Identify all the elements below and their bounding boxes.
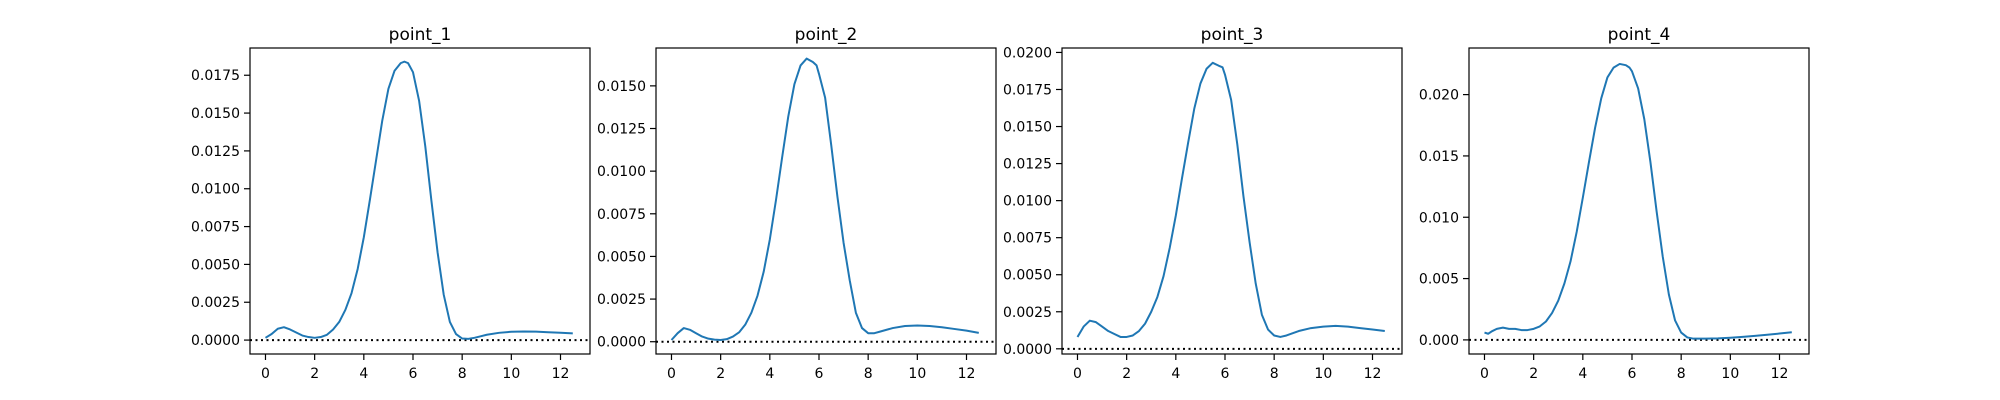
x-tick-label: 12 — [552, 366, 570, 382]
subplot-title: point_1 — [389, 25, 452, 45]
x-tick-label: 0 — [667, 366, 676, 382]
x-tick-label: 2 — [1529, 366, 1538, 382]
series-line — [1076, 61, 1385, 338]
x-tick-label: 12 — [958, 366, 976, 382]
x-tick-label: 10 — [1314, 366, 1332, 382]
y-tick-label: 0.0100 — [191, 182, 240, 198]
x-tick-label: 6 — [1221, 366, 1230, 382]
x-tick-label: 0 — [1480, 366, 1489, 382]
x-tick-label: 8 — [1270, 366, 1279, 382]
x-tick-label: 8 — [458, 366, 467, 382]
series-line — [670, 57, 979, 342]
y-tick-label: 0.0000 — [1003, 342, 1052, 358]
y-tick-label: 0.0075 — [1003, 231, 1052, 247]
x-tick-label: 12 — [1364, 366, 1382, 382]
plot-area: 0 2 4 6 8 10 12 0.0000 0.0025 0.0050 0.0075 0.0100 0… — [1003, 45, 1403, 382]
subplot-title: point_3 — [1201, 25, 1264, 45]
x-tick-label: 10 — [908, 366, 926, 382]
y-tick-label: 0.0150 — [1003, 120, 1052, 136]
y-tick-label: 0.0025 — [191, 295, 240, 311]
x-tick-label: 2 — [716, 366, 725, 382]
x-tick-label: 8 — [1677, 366, 1686, 382]
y-tick-label: 0.0025 — [597, 292, 646, 308]
x-tick-label: 6 — [1628, 366, 1637, 382]
x-tick-label: 4 — [1578, 366, 1587, 382]
y-tick-label: 0.0075 — [597, 207, 646, 223]
y-tick-label: 0.0200 — [1003, 45, 1052, 61]
subplot-title: point_2 — [795, 25, 858, 45]
x-tick-label: 4 — [359, 366, 368, 382]
y-tick-label: 0.0025 — [1003, 305, 1052, 321]
y-tick-label: 0.015 — [1419, 149, 1459, 165]
subplot-point-4: point_4 0 2 4 6 8 10 12 0.000 0.005 0.010 0.015 0.0… — [1419, 25, 1810, 382]
x-tick-label: 10 — [1721, 366, 1739, 382]
x-tick-label: 8 — [864, 366, 873, 382]
x-tick-label: 6 — [409, 366, 418, 382]
x-tick-label: 2 — [310, 366, 319, 382]
plot-area: 0 2 4 6 8 10 12 0.0000 0.0025 0.0050 0.0075 0.0100 0… — [597, 47, 997, 382]
x-tick-label: 4 — [765, 366, 774, 382]
y-tick-label: 0.0000 — [191, 333, 240, 349]
y-tick-label: 0.0000 — [597, 335, 646, 351]
y-tick-label: 0.000 — [1419, 333, 1459, 349]
x-tick-label: 6 — [815, 366, 824, 382]
plot-area: 0 2 4 6 8 10 12 0.0000 0.0025 0.0050 0.0075 0.0100 0… — [191, 47, 591, 382]
series-line — [1484, 62, 1792, 340]
x-tick-label: 2 — [1122, 366, 1131, 382]
subplot-point-1: point_1 0 2 4 6 8 10 12 0.0000 0.0025 0.0050 0.007… — [191, 25, 591, 382]
x-tick-label: 4 — [1171, 366, 1180, 382]
y-tick-label: 0.0150 — [191, 106, 240, 122]
y-tick-label: 0.0150 — [597, 79, 646, 95]
plot-area: 0 2 4 6 8 10 12 0.000 0.005 0.010 0.015 0.020 — [1419, 47, 1810, 382]
series-line — [264, 60, 573, 340]
axes-frame — [1468, 47, 1810, 355]
x-tick-label: 0 — [261, 366, 270, 382]
y-tick-label: 0.0100 — [1003, 194, 1052, 210]
subplot-title: point_4 — [1608, 25, 1671, 45]
axes-frame — [655, 47, 997, 355]
x-tick-label: 12 — [1771, 366, 1789, 382]
y-tick-label: 0.020 — [1419, 88, 1459, 104]
y-tick-label: 0.0125 — [191, 144, 240, 160]
axes-frame — [249, 47, 591, 355]
y-tick-label: 0.0050 — [597, 249, 646, 265]
subplot-point-2: point_2 0 2 4 6 8 10 12 0.0000 0.0025 0.0050 0.007… — [597, 25, 997, 382]
subplot-point-3: point_3 0 2 4 6 8 10 12 0.0000 0.0025 0.0050 0.007… — [1003, 25, 1403, 382]
y-tick-label: 0.0075 — [191, 220, 240, 236]
y-tick-label: 0.0175 — [1003, 82, 1052, 98]
y-tick-label: 0.0125 — [1003, 157, 1052, 173]
y-tick-label: 0.0050 — [191, 257, 240, 273]
y-tick-label: 0.0125 — [597, 122, 646, 138]
y-tick-label: 0.010 — [1419, 210, 1459, 226]
x-tick-label: 10 — [502, 366, 520, 382]
y-tick-label: 0.005 — [1419, 272, 1459, 288]
y-tick-label: 0.0175 — [191, 68, 240, 84]
x-tick-label: 0 — [1073, 366, 1082, 382]
y-tick-label: 0.0100 — [597, 164, 646, 180]
y-tick-label: 0.0050 — [1003, 268, 1052, 284]
